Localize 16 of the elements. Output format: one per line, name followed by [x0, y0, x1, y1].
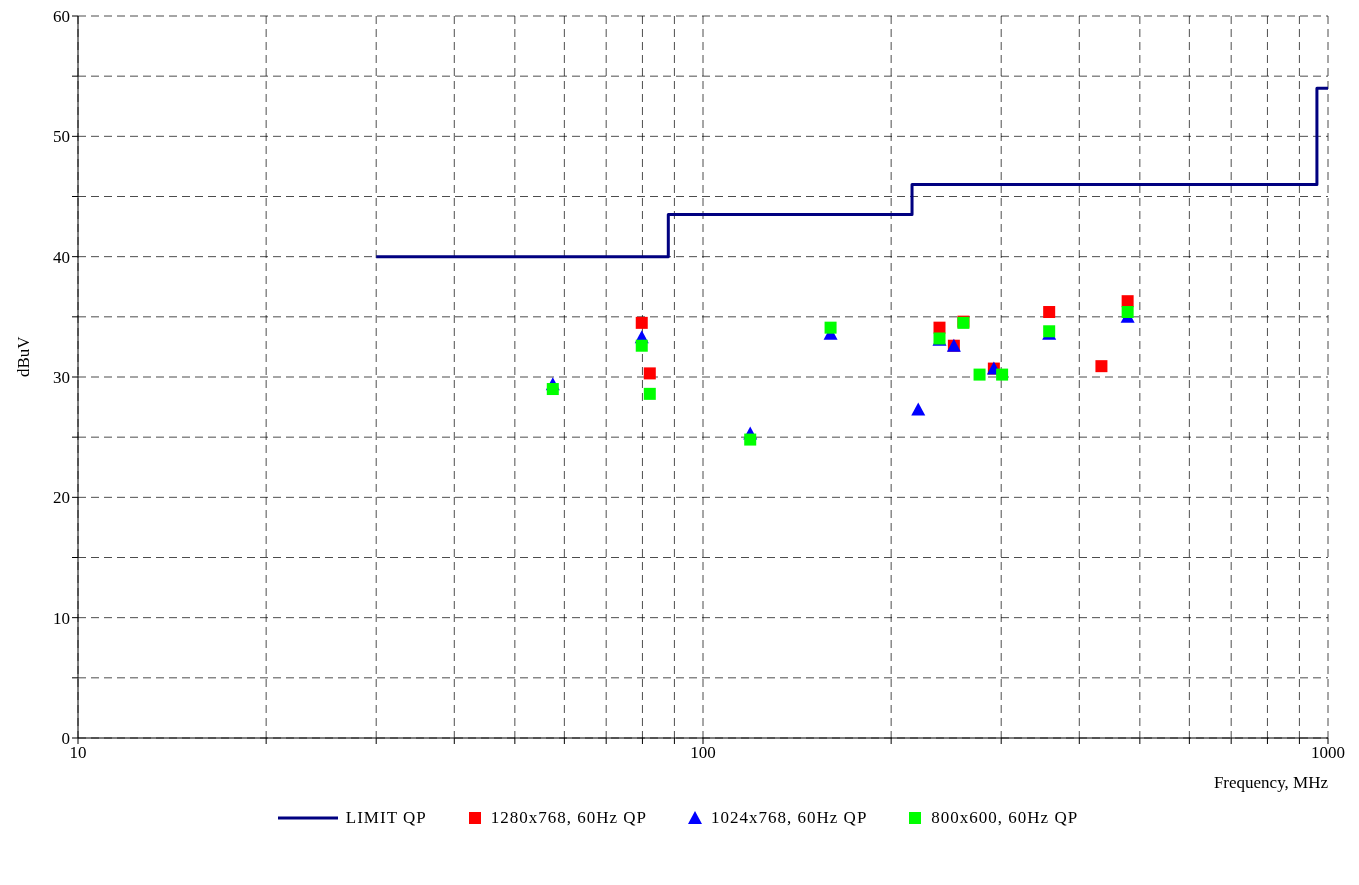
y-tick-label: 30	[53, 368, 70, 388]
y-tick-label: 40	[53, 247, 70, 267]
legend-label: 1280x768, 60Hz QP	[490, 808, 648, 828]
x-tick-label: 10	[69, 743, 87, 763]
y-axis-title: dBuV	[14, 335, 34, 377]
x-tick-label: 100	[690, 743, 716, 763]
y-tick-label: 20	[53, 488, 70, 508]
x-tick-label: 1000	[1311, 743, 1345, 763]
x-axis-title: Frequency, MHz	[1213, 773, 1329, 792]
y-tick-label: 10	[53, 608, 70, 628]
y-tick-label: 60	[53, 7, 70, 27]
y-tick-label: 50	[53, 127, 70, 147]
y-tick-label: 0	[61, 729, 70, 749]
legend-label: LIMIT QP	[345, 808, 427, 828]
legend-label: 1024x768, 60Hz QP	[711, 808, 868, 828]
legend-label: 800x600, 60Hz QP	[931, 808, 1079, 828]
